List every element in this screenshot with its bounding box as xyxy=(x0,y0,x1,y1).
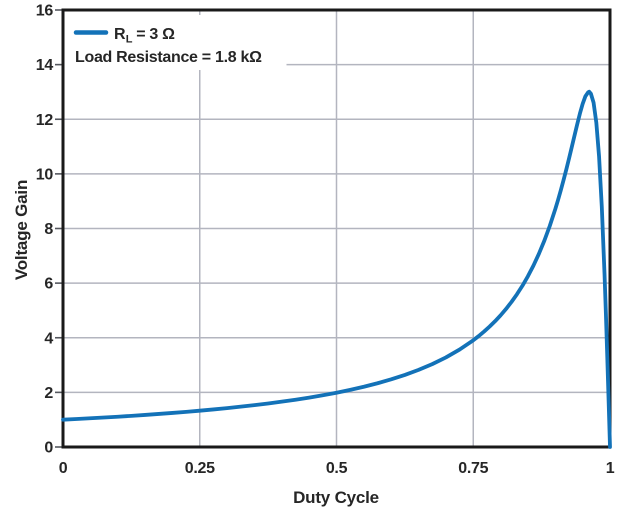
y-tick-label: 14 xyxy=(36,57,54,74)
legend-note: Load Resistance = 1.8 kΩ xyxy=(75,49,262,66)
legend-background xyxy=(64,15,287,70)
y-tick-label: 2 xyxy=(44,385,53,402)
y-tick-label: 16 xyxy=(36,3,54,20)
y-tick-label: 6 xyxy=(44,276,53,293)
y-tick-label: 12 xyxy=(36,112,54,129)
gridlines xyxy=(63,10,610,447)
legend: RL = 3 Ω Load Resistance = 1.8 kΩ xyxy=(64,15,287,70)
y-axis-title: Voltage Gain xyxy=(12,180,31,280)
tick-labels: 0 2 4 6 8 10 12 14 16 0 0.25 0.5 0.75 1 xyxy=(36,3,615,478)
legend-series-subscript: L xyxy=(126,34,133,46)
legend-series-label: RL = 3 Ω xyxy=(114,26,175,46)
x-axis-title: Duty Cycle xyxy=(293,488,379,507)
y-tick-label: 4 xyxy=(44,330,53,347)
plot-frame xyxy=(61,8,612,449)
y-tick-label: 8 xyxy=(44,221,53,238)
x-tick-label: 0.75 xyxy=(458,460,488,477)
y-tick-label: 10 xyxy=(36,166,54,183)
x-tick-label: 0 xyxy=(59,460,68,477)
x-tick-label: 0.25 xyxy=(185,460,215,477)
x-tick-label: 1 xyxy=(606,460,615,477)
axis-ticks xyxy=(55,9,62,448)
legend-series-value: = 3 Ω xyxy=(136,26,175,43)
x-tick-label: 0.5 xyxy=(326,460,348,477)
y-tick-label: 0 xyxy=(44,440,53,457)
legend-series-symbol: R xyxy=(114,26,126,43)
gain-curve xyxy=(61,89,612,449)
